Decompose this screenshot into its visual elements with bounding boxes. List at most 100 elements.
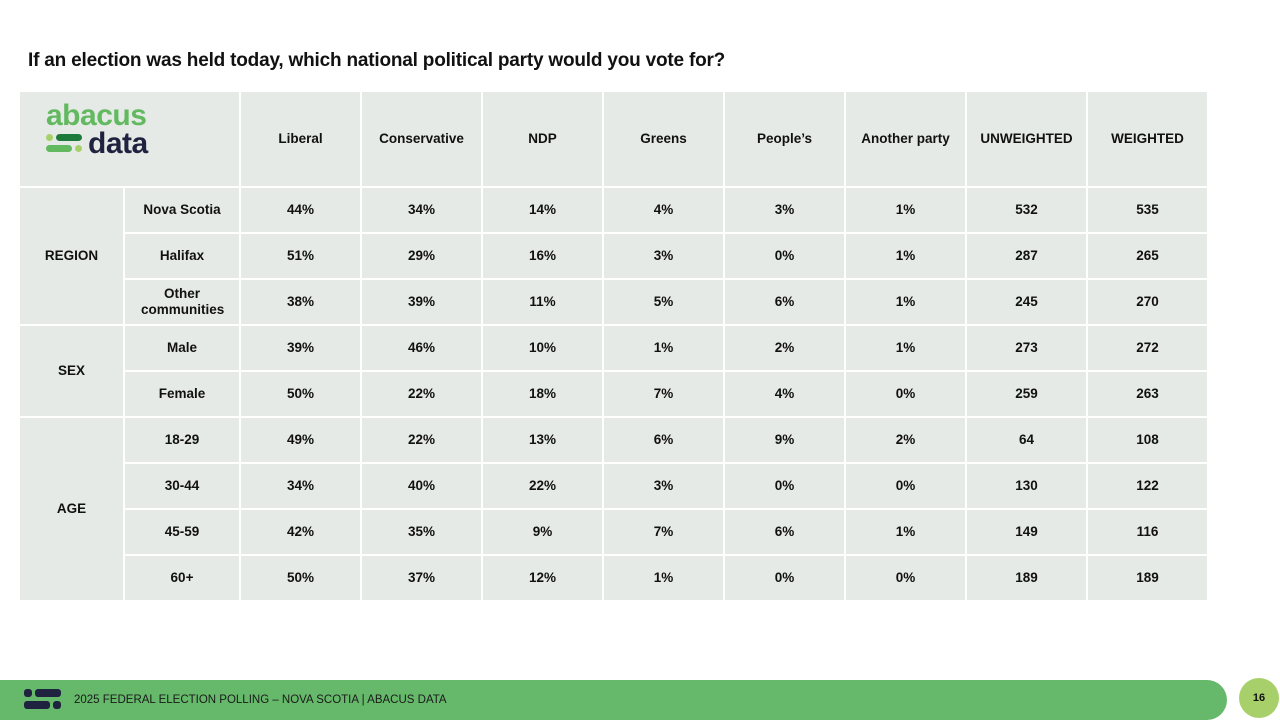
table-cell: 22% (360, 370, 483, 418)
table-cell: 532 (965, 186, 1088, 234)
table-row: AGE 18-29 49% 22% 13% 6% 9% 2% 64 108 (18, 416, 1209, 602)
table-cell: 263 (1086, 370, 1209, 418)
results-table: abacus data Liberal Conservative NDP Greens… (18, 90, 1209, 602)
table-cell: 6% (723, 278, 846, 326)
table-cell: 39% (360, 278, 483, 326)
row-label: Nova Scotia (123, 186, 241, 234)
table-cell: 130 (965, 462, 1088, 510)
table-cell: 29% (360, 232, 483, 280)
table-cell: 1% (844, 324, 967, 372)
table-cell: 189 (965, 554, 1088, 602)
table-row: REGION Nova Scotia 44% 34% 14% 4% 3% 1% 532 535 (18, 186, 1209, 326)
table-cell: 0% (723, 232, 846, 280)
column-header: NDP (481, 90, 604, 188)
group-label: REGION (18, 186, 125, 326)
table-row: Halifax 51% 29% 16% 3% 0% 1% 287 265 (19, 232, 1209, 280)
table-cell: 64 (965, 416, 1088, 464)
table-cell: 1% (844, 186, 967, 234)
table-cell: 265 (1086, 232, 1209, 280)
table-cell: 270 (1086, 278, 1209, 326)
table-cell: 535 (1086, 186, 1209, 234)
table-row: 45-59 42% 35% 9% 7% 6% 1% 149 116 (19, 508, 1209, 556)
row-label: Male (123, 324, 241, 372)
table-row: Female 50% 22% 18% 7% 4% 0% 259 263 (19, 370, 1209, 418)
table-cell: 3% (602, 462, 725, 510)
table-row: 30-44 34% 40% 22% 3% 0% 0% 130 122 (19, 462, 1209, 510)
table-cell: 4% (723, 370, 846, 418)
logo-cell: abacus data (18, 90, 241, 188)
table-cell: 39% (239, 324, 362, 372)
table-cell: 108 (1086, 416, 1209, 464)
table-cell: 0% (844, 370, 967, 418)
row-label: 30-44 (123, 462, 241, 510)
table-cell: 12% (481, 554, 604, 602)
table-cell: 18% (481, 370, 604, 418)
row-label: Other communities (123, 278, 241, 326)
table-cell: 6% (602, 416, 725, 464)
table-cell: 34% (360, 186, 483, 234)
table-cell: 149 (965, 508, 1088, 556)
table-cell: 10% (481, 324, 604, 372)
table-cell: 0% (844, 462, 967, 510)
abacus-data-logo: abacus data (46, 99, 148, 160)
table-cell: 0% (723, 554, 846, 602)
table-cell: 1% (844, 278, 967, 326)
abacus-mark-icon (24, 689, 64, 711)
page-number: 16 (1239, 678, 1279, 718)
row-label: 18-29 (123, 416, 241, 464)
table-cell: 2% (844, 416, 967, 464)
table-cell: 22% (481, 462, 604, 510)
table-row: 60+ 50% 37% 12% 1% 0% 0% 189 189 (19, 554, 1209, 602)
table-cell: 50% (239, 554, 362, 602)
table-cell: 13% (481, 416, 604, 464)
row-label: 60+ (123, 554, 241, 602)
table-cell: 1% (602, 554, 725, 602)
table-cell: 5% (602, 278, 725, 326)
table-cell: 37% (360, 554, 483, 602)
table-cell: 7% (602, 508, 725, 556)
table-cell: 51% (239, 232, 362, 280)
table-cell: 3% (723, 186, 846, 234)
table-cell: 122 (1086, 462, 1209, 510)
table-cell: 46% (360, 324, 483, 372)
table-cell: 1% (844, 508, 967, 556)
table-cell: 11% (481, 278, 604, 326)
table-cell: 189 (1086, 554, 1209, 602)
row-label: Female (123, 370, 241, 418)
table-row: Other communities 38% 39% 11% 5% 6% 1% 245 270 (19, 278, 1209, 326)
table-cell: 1% (602, 324, 725, 372)
footer-bar: 2025 FEDERAL ELECTION POLLING – NOVA SCO… (0, 680, 1227, 720)
table-cell: 287 (965, 232, 1088, 280)
footer-text: 2025 FEDERAL ELECTION POLLING – NOVA SCO… (74, 694, 447, 706)
column-header: People’s (723, 90, 846, 188)
table-cell: 259 (965, 370, 1088, 418)
group-label: AGE (18, 416, 125, 602)
group-label: SEX (18, 324, 125, 418)
table-cell: 1% (844, 232, 967, 280)
table-cell: 16% (481, 232, 604, 280)
table-cell: 273 (965, 324, 1088, 372)
column-header: UNWEIGHTED (965, 90, 1088, 188)
table-cell: 34% (239, 462, 362, 510)
slide-title: If an election was held today, which nat… (28, 50, 726, 71)
row-label: 45-59 (123, 508, 241, 556)
table-cell: 4% (602, 186, 725, 234)
table-cell: 14% (481, 186, 604, 234)
table-cell: 35% (360, 508, 483, 556)
table-cell: 272 (1086, 324, 1209, 372)
column-header: Liberal (239, 90, 362, 188)
table-cell: 2% (723, 324, 846, 372)
column-header: Conservative (360, 90, 483, 188)
table-cell: 9% (481, 508, 604, 556)
table-cell: 6% (723, 508, 846, 556)
table-cell: 40% (360, 462, 483, 510)
column-header: Another party (844, 90, 967, 188)
column-header: WEIGHTED (1086, 90, 1209, 188)
column-header: Greens (602, 90, 725, 188)
table-cell: 0% (723, 462, 846, 510)
table-cell: 42% (239, 508, 362, 556)
logo-bars-icon (46, 132, 84, 156)
table-row: SEX Male 39% 46% 10% 1% 2% 1% 273 272 (18, 324, 1209, 418)
table-cell: 7% (602, 370, 725, 418)
row-label: Halifax (123, 232, 241, 280)
